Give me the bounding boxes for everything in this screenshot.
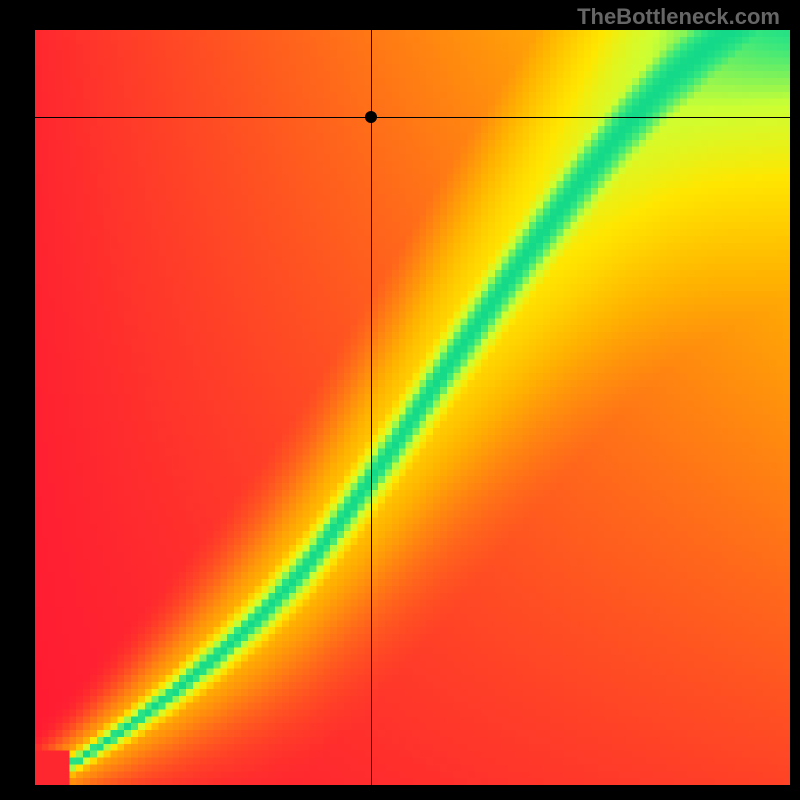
marker-point	[365, 111, 377, 123]
crosshair-vertical	[371, 30, 372, 785]
plot-frame	[0, 0, 800, 800]
watermark-text: TheBottleneck.com	[577, 4, 780, 30]
plot-area	[35, 30, 790, 785]
crosshair-horizontal	[35, 117, 790, 118]
heatmap-canvas	[35, 30, 790, 785]
